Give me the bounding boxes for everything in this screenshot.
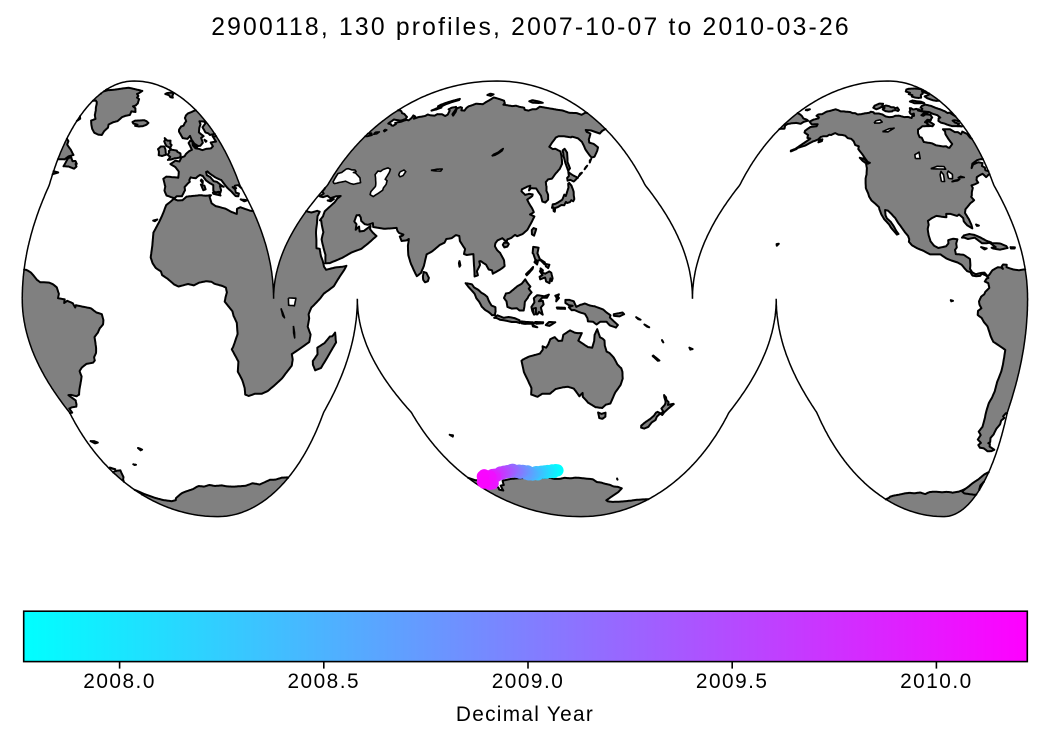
svg-text:2009.5: 2009.5 <box>696 670 769 693</box>
svg-text:2008.0: 2008.0 <box>83 670 156 693</box>
svg-text:2900118, 130 profiles, 2007-10: 2900118, 130 profiles, 2007-10-07 to 201… <box>211 14 851 41</box>
svg-text:2010.0: 2010.0 <box>900 670 973 693</box>
svg-text:Decimal Year: Decimal Year <box>456 703 594 726</box>
svg-text:2009.0: 2009.0 <box>492 670 565 693</box>
svg-text:2008.5: 2008.5 <box>287 670 360 693</box>
